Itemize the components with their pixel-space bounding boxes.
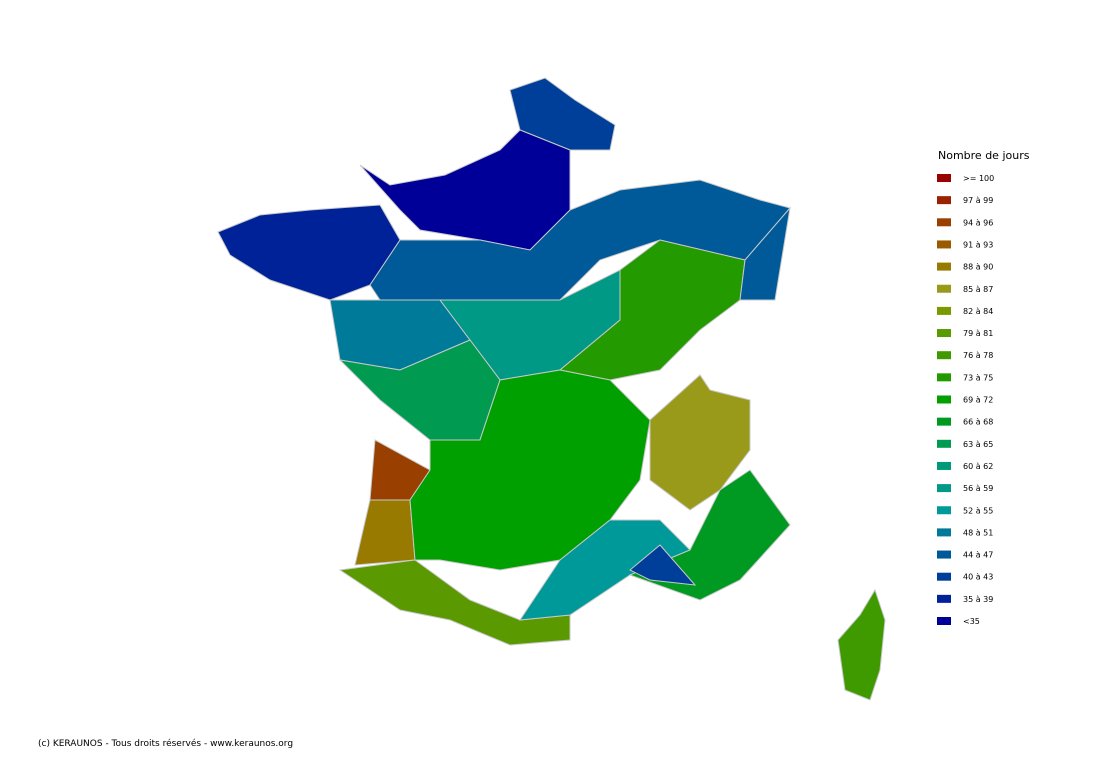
legend-label: 94 à 96 (963, 218, 993, 227)
legend-label: >= 100 (963, 174, 994, 183)
legend: >= 100 97 à 99 94 à 96 91 à 93 88 à 90 85 à 8… (937, 174, 994, 626)
legend-label: 56 à 59 (963, 484, 993, 493)
region (338, 559, 571, 646)
legend-swatch (937, 329, 951, 338)
legend-label: 97 à 99 (963, 196, 993, 205)
region (739, 206, 791, 301)
legend-label: 69 à 72 (963, 396, 993, 405)
legend-label: 88 à 90 (963, 263, 993, 272)
legend-title: Nombre de jours (938, 149, 1030, 162)
legend-swatch (937, 594, 951, 603)
legend-swatch (937, 506, 951, 515)
legend-label: 85 à 87 (963, 285, 993, 294)
legend-label: 66 à 68 (963, 418, 993, 427)
france-map (217, 77, 886, 701)
legend-label: <35 (963, 617, 980, 626)
legend-swatch (937, 395, 951, 404)
legend-label: 76 à 78 (963, 351, 993, 360)
legend-label: 52 à 55 (963, 506, 993, 515)
legend-swatch (937, 484, 951, 493)
region (558, 239, 746, 381)
region (837, 588, 886, 701)
region (354, 499, 416, 566)
legend-swatch (937, 218, 951, 227)
legend-label: 44 à 47 (963, 551, 993, 560)
legend-swatch (937, 284, 951, 293)
legend-swatch (937, 174, 951, 182)
legend-swatch (937, 617, 951, 625)
legend-label: 63 à 65 (963, 440, 993, 449)
legend-label: 48 à 51 (963, 528, 993, 537)
legend-label: 73 à 75 (963, 373, 993, 382)
legend-label: 79 à 81 (963, 329, 993, 338)
legend-swatch (937, 461, 951, 470)
legend-swatch (937, 240, 951, 249)
legend-label: 40 à 43 (963, 573, 993, 582)
region (649, 374, 751, 511)
legend-swatch (937, 373, 951, 382)
legend-label: 91 à 93 (963, 240, 993, 249)
legend-swatch (937, 351, 951, 360)
legend-swatch (937, 528, 951, 537)
legend-swatch (937, 417, 951, 426)
legend-swatch (937, 439, 951, 448)
region (359, 129, 571, 251)
legend-swatch (937, 196, 951, 205)
copyright: (c) KERAUNOS - Tous droits réservés - ww… (38, 738, 293, 749)
legend-swatch (937, 262, 951, 271)
region (629, 544, 697, 586)
legend-swatch (937, 550, 951, 559)
legend-label: 82 à 84 (963, 307, 993, 316)
legend-swatch (937, 572, 951, 581)
legend-label: 60 à 62 (963, 462, 993, 471)
legend-label: 35 à 39 (963, 595, 993, 604)
legend-swatch (937, 306, 951, 315)
